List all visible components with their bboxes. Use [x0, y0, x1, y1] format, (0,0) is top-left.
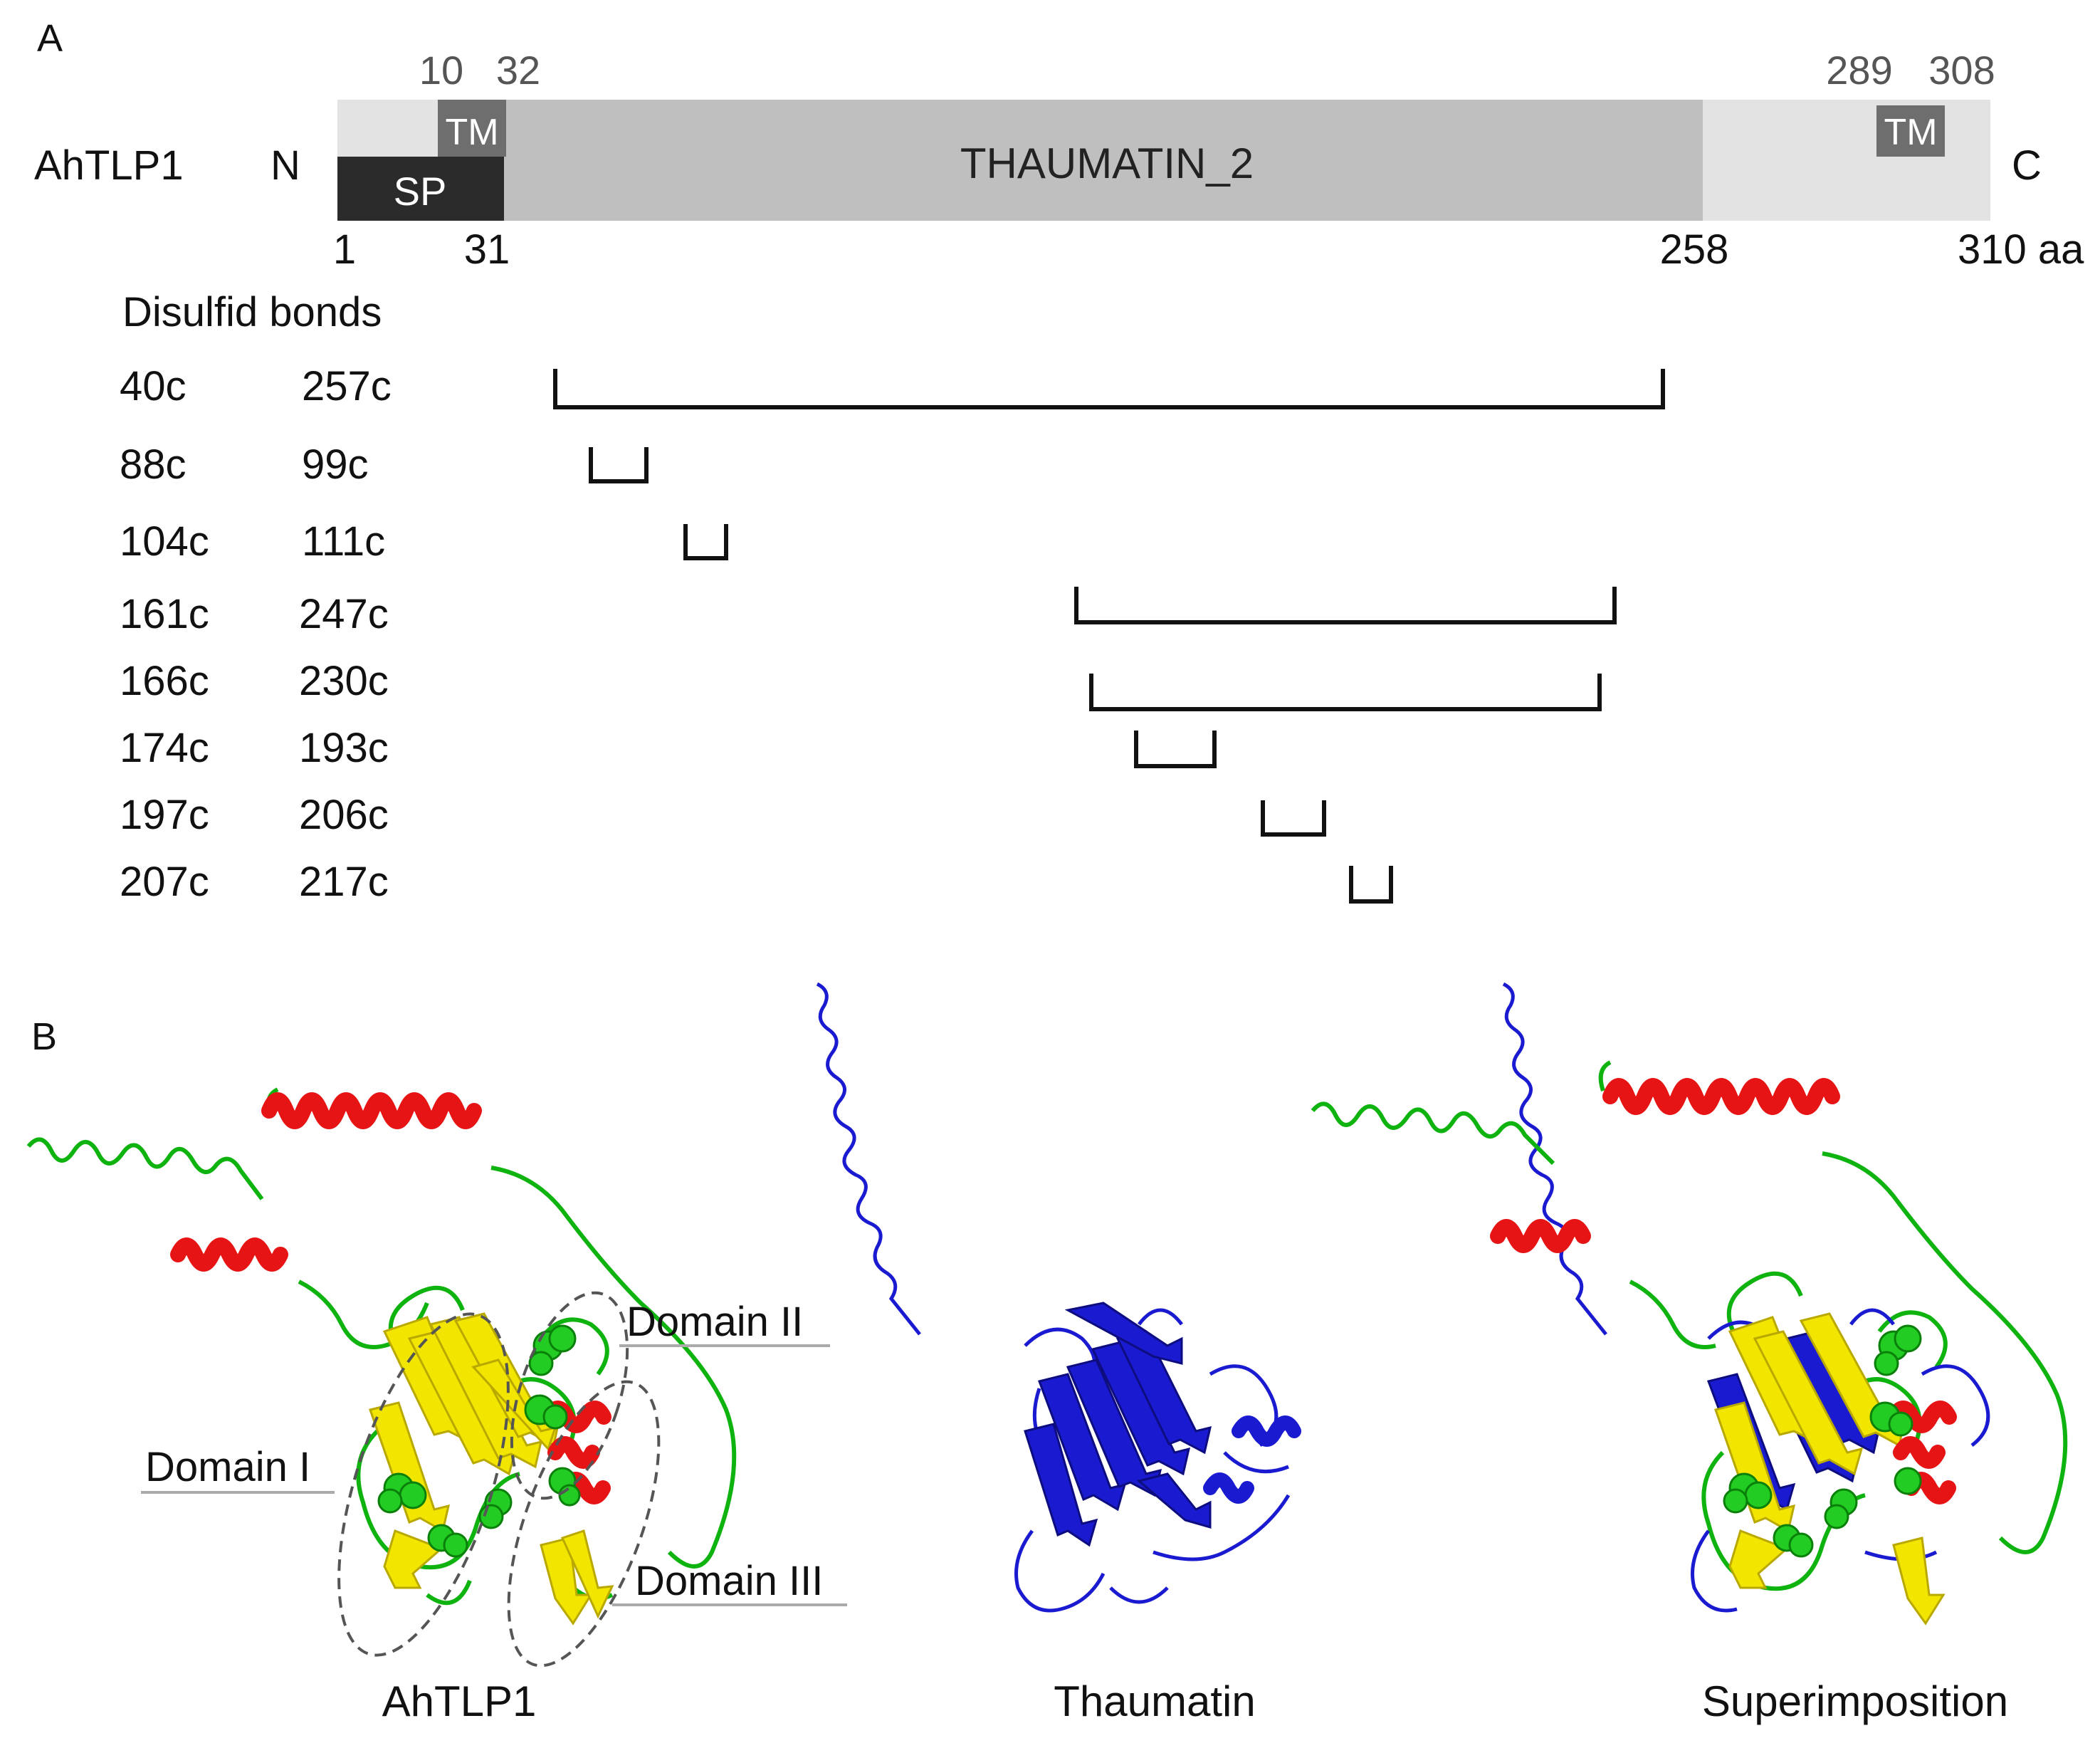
- bond-bracket: [683, 524, 728, 560]
- domain-1-outline: [337, 1312, 510, 1657]
- tm-box-2: [1876, 105, 1945, 157]
- bond-bracket: [1074, 587, 1617, 624]
- bond-start: 207c: [120, 859, 209, 905]
- bond-start: 161c: [120, 591, 209, 637]
- alpha-helix: [1203, 1415, 1301, 1504]
- tick-bottom-31: 31: [464, 226, 510, 273]
- panel-b-label: B: [31, 1015, 57, 1058]
- bond-start: 166c: [120, 658, 209, 704]
- domain-1-label: Domain I: [145, 1444, 310, 1490]
- bond-bracket: [1349, 866, 1393, 904]
- c-terminus: C: [2012, 142, 2042, 189]
- tick-top-10: 10: [419, 48, 463, 93]
- cysteine-spheres: [1723, 1324, 1922, 1558]
- bond-start: 174c: [120, 725, 209, 771]
- bond-bracket: [1089, 674, 1602, 711]
- tick-bottom-1: 1: [333, 226, 356, 273]
- structure-2-caption: Thaumatin: [1054, 1677, 1255, 1725]
- disulfide-row: 88c 99c: [120, 441, 649, 488]
- bond-start: 104c: [120, 518, 209, 565]
- ahtlp1-structure: Domain I Domain II Domain III AhTLP1: [26, 1087, 847, 1725]
- disulfide-row: 40c 257c: [120, 363, 1665, 409]
- disulfide-row: 166c 230c: [120, 658, 1602, 711]
- protein-name: AhTLP1: [34, 142, 184, 189]
- thaumatin-structure: Thaumatin: [816, 982, 1301, 1725]
- domain-3-outline: [507, 1380, 661, 1668]
- alpha-helix: [1490, 1078, 1957, 1504]
- bond-end: 247c: [299, 591, 389, 637]
- loop-trace: [1311, 1101, 1555, 1166]
- disulfide-row: 197c 206c: [120, 792, 1326, 838]
- bond-bracket: [589, 447, 649, 483]
- tm-label-1: TM: [445, 112, 498, 153]
- loop-trace: [1502, 982, 1607, 1336]
- domain-2-label: Domain II: [626, 1299, 803, 1345]
- loop-trace: [816, 982, 921, 1336]
- bond-start: 88c: [120, 441, 187, 488]
- tick-top-32: 32: [496, 48, 540, 93]
- loop-trace: [1598, 1060, 2068, 1554]
- bond-end: 230c: [299, 658, 389, 704]
- tm-label-2: TM: [1884, 112, 1937, 153]
- thaumatin-domain-box: [504, 100, 1703, 221]
- superimposition-structure: Superimposition: [1311, 982, 2068, 1725]
- tick-top-289: 289: [1826, 48, 1892, 93]
- tick-bottom-258: 258: [1660, 226, 1729, 273]
- panel-a-label: A: [37, 17, 63, 60]
- disulfide-row: 174c 193c: [120, 725, 1217, 771]
- bond-bracket: [1134, 731, 1217, 768]
- bond-end: 111c: [302, 518, 385, 565]
- bond-start: 40c: [120, 363, 187, 409]
- tick-top-308: 308: [1928, 48, 1995, 93]
- sp-label: SP: [394, 169, 447, 214]
- tm-box-1: [438, 100, 506, 157]
- disulfide-title: Disulfid bonds: [122, 289, 382, 335]
- disulfide-row: 104c 111c: [120, 518, 728, 565]
- domain-label: THAUMATIN_2: [960, 140, 1254, 187]
- bond-bracket: [553, 369, 1665, 409]
- bond-start: 197c: [120, 792, 209, 838]
- protein-schematic: SP TM TM THAUMATIN_2: [337, 100, 1990, 221]
- bond-end: 99c: [302, 441, 369, 488]
- structure-1-caption: AhTLP1: [382, 1677, 537, 1725]
- loop-trace: [26, 1137, 264, 1200]
- signal-peptide-box: [337, 157, 504, 221]
- beta-sheet: [369, 1312, 614, 1626]
- alpha-helix: [170, 1092, 611, 1504]
- disulfide-row: 207c 217c: [120, 859, 1393, 905]
- structure-3-caption: Superimposition: [1702, 1677, 2008, 1725]
- domain-3-label: Domain III: [635, 1558, 823, 1604]
- domain-2-outline: [510, 1291, 629, 1500]
- bond-end: 257c: [302, 363, 392, 409]
- beta-sheet: [1024, 1302, 1212, 1547]
- n-terminus: N: [271, 142, 300, 189]
- bond-end: 193c: [299, 725, 389, 771]
- bond-end: 217c: [299, 859, 389, 905]
- bond-bracket: [1261, 800, 1326, 837]
- tick-bottom-310: 310 aa: [1958, 226, 2084, 273]
- disulfide-row: 161c 247c: [120, 587, 1617, 637]
- bond-end: 206c: [299, 792, 389, 838]
